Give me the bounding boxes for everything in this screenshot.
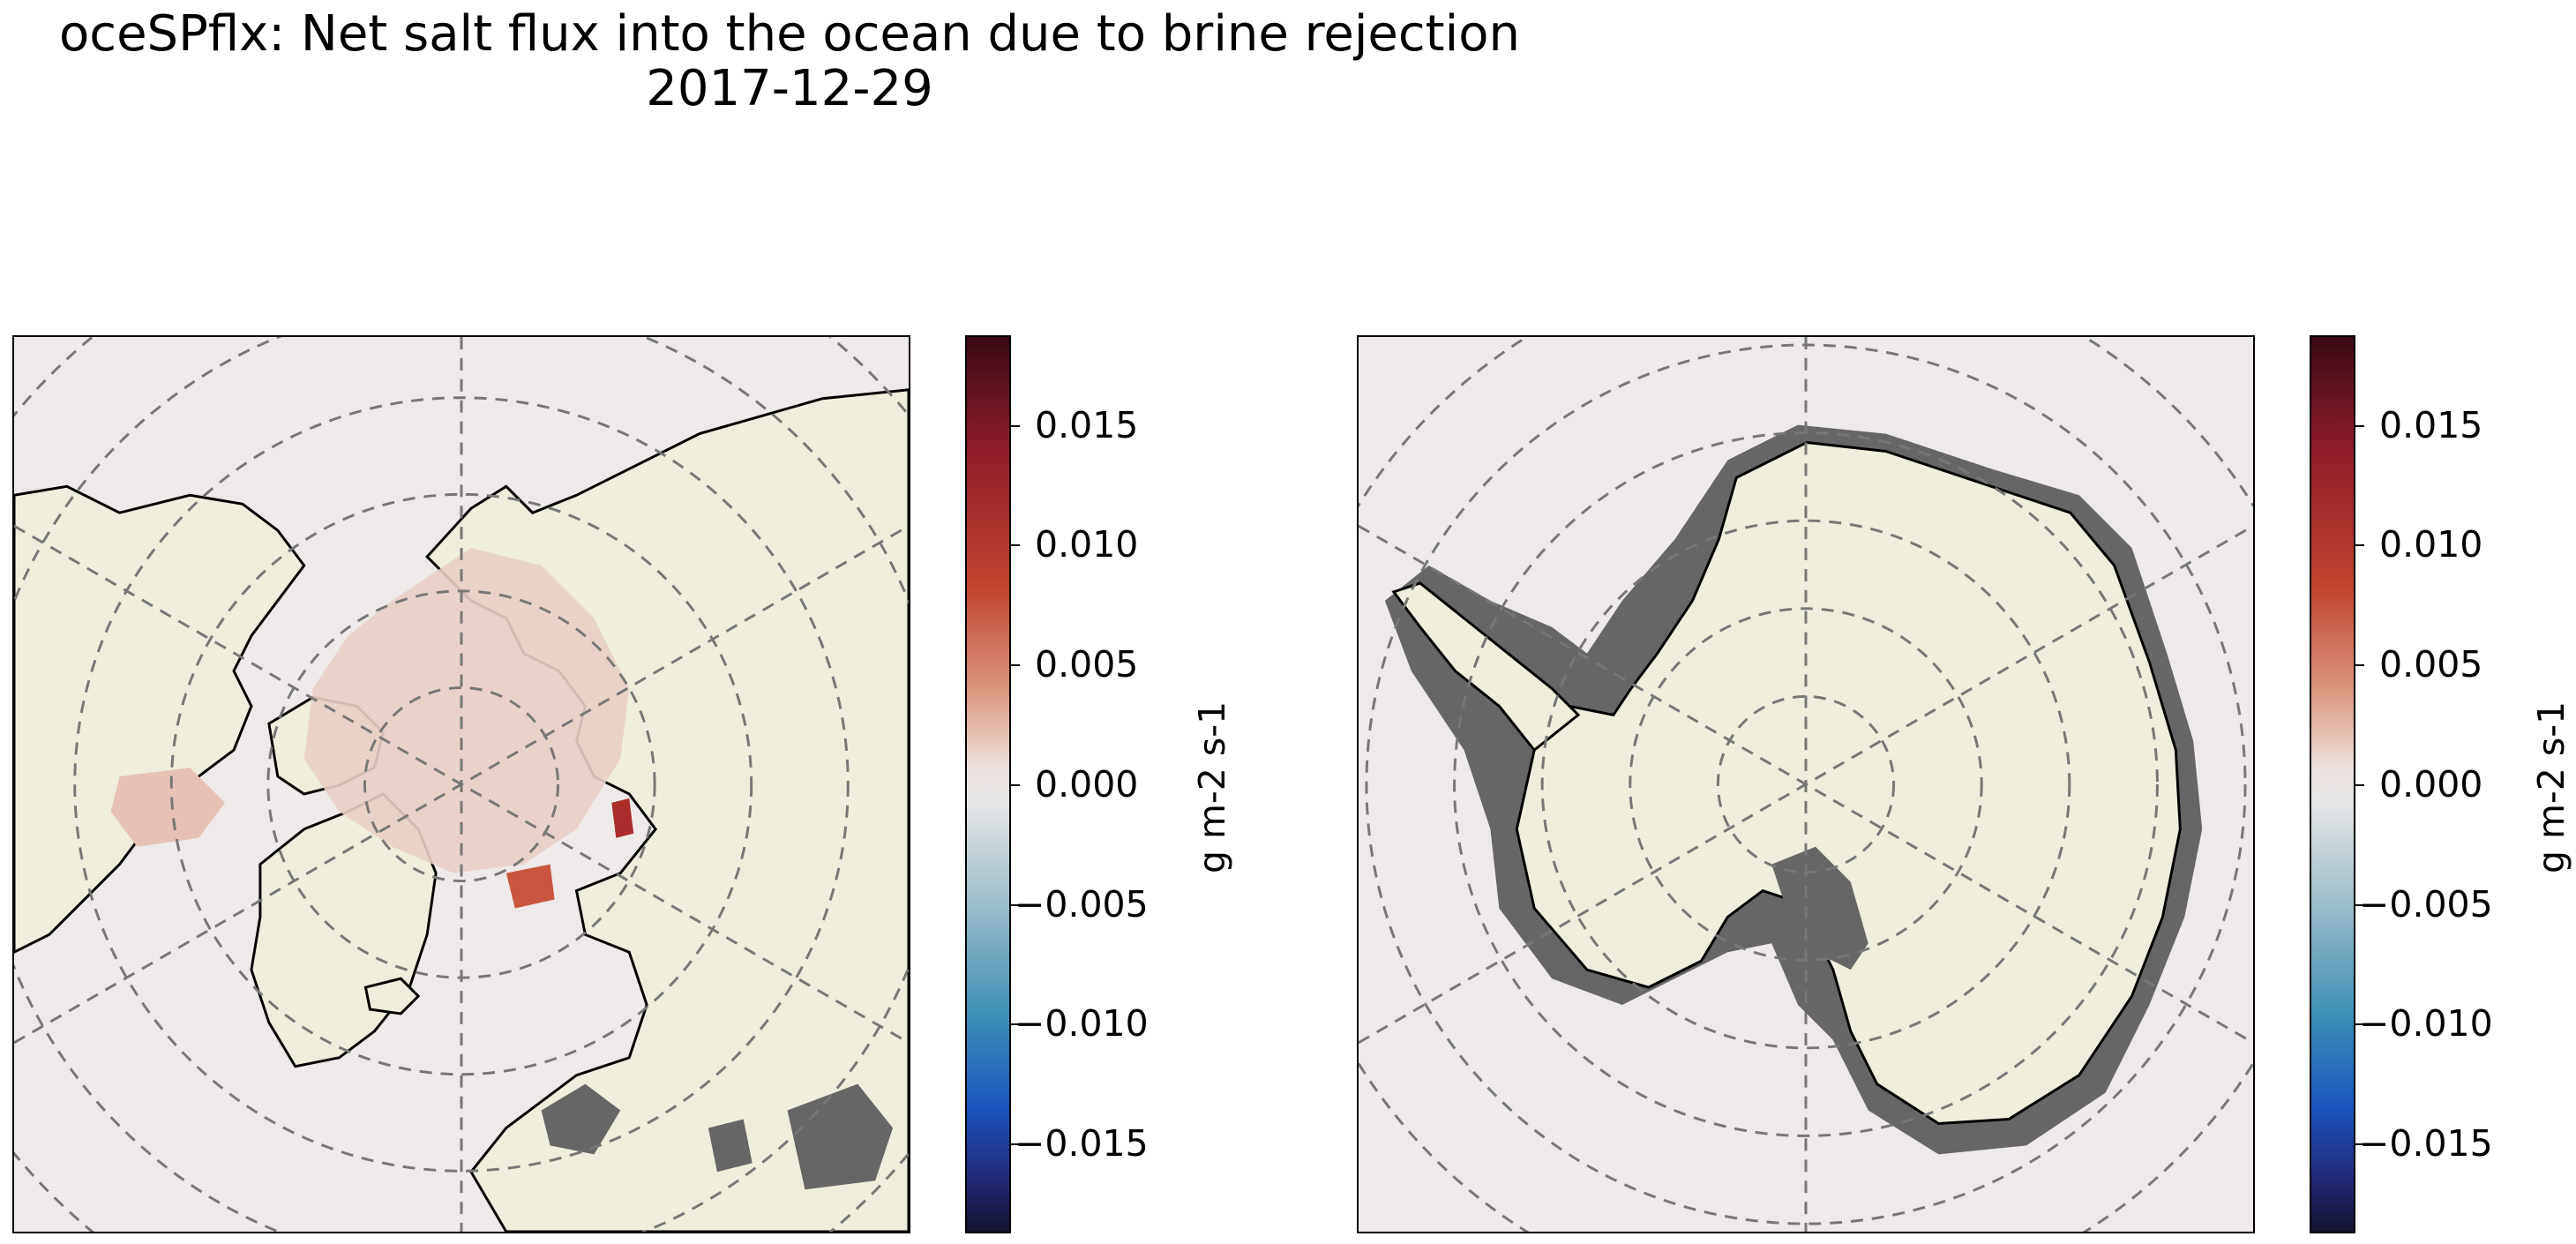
figure-title: oceSPflx: Net salt flux into the ocean d…: [59, 5, 1520, 63]
north-cbar-label-4: −0.005: [1015, 883, 1149, 926]
north-cbar-tick-7: [1009, 1143, 1020, 1145]
north-polar-map-svg: [14, 337, 909, 1232]
south-cbar-tick-1: [2354, 425, 2364, 427]
south-cbar-label-4: −0.005: [2359, 883, 2493, 926]
south-cbar-tick-4: [2354, 784, 2364, 786]
south-polar-map: [1357, 335, 2255, 1233]
north-cbar-tick-3: [1009, 664, 1020, 666]
south-cbar-label-3: 0.000: [2379, 763, 2483, 806]
south-cbar-label-5: −0.010: [2359, 1002, 2493, 1045]
north-flux-hotspot-2: [611, 798, 634, 838]
south-ross-missing: [1771, 846, 1868, 970]
north-cbar-tick-4: [1009, 784, 1020, 786]
north-cbar-label-3: 0.000: [1035, 763, 1139, 806]
north-missing-patch-1: [787, 1083, 894, 1190]
north-cbar-tick-1: [1009, 425, 1020, 427]
north-cbar-tick-6: [1009, 1023, 1020, 1025]
south-cbar-tick-7: [2354, 1143, 2364, 1145]
north-land-iceland: [363, 977, 421, 1015]
north-hudson-flux: [110, 768, 226, 847]
north-missing-patch-3: [708, 1119, 753, 1173]
south-land-antarctica: [1515, 440, 2182, 1126]
north-cbar-label-6: −0.015: [1015, 1122, 1149, 1165]
north-arctic-flux-region: [303, 548, 630, 873]
north-cbar-label-0: 0.015: [1035, 404, 1139, 446]
north-missing-patch-2: [541, 1083, 621, 1155]
south-cbar-label-6: −0.015: [2359, 1122, 2493, 1165]
north-cbar-tick-5: [1009, 904, 1020, 906]
south-cbar-label-2: 0.005: [2379, 643, 2483, 686]
south-colorbar-unit-label: g m-2 s-1: [2530, 701, 2572, 873]
north-gridlines: [14, 337, 909, 1232]
north-cbar-label-2: 0.005: [1035, 643, 1139, 686]
south-gridlines: [1359, 337, 2253, 1232]
south-cbar-tick-6: [2354, 1023, 2364, 1025]
south-polar-map-svg: [1359, 337, 2253, 1232]
south-cbar-label-0: 0.015: [2379, 404, 2483, 446]
north-colorbar: [965, 335, 1011, 1233]
south-cbar-label-1: 0.010: [2379, 523, 2483, 566]
south-cbar-tick-5: [2354, 904, 2364, 906]
north-polar-map: [12, 335, 910, 1233]
south-cbar-tick-2: [2354, 544, 2364, 546]
south-cbar-tick-3: [2354, 664, 2364, 666]
north-cbar-tick-2: [1009, 544, 1020, 546]
south-colorbar: [2310, 335, 2355, 1233]
north-cbar-label-5: −0.010: [1015, 1002, 1149, 1045]
north-flux-hotspot: [505, 864, 555, 909]
north-cbar-label-1: 0.010: [1035, 523, 1139, 566]
figure-date: 2017-12-29: [646, 60, 933, 117]
north-colorbar-unit-label: g m-2 s-1: [1191, 701, 1233, 873]
